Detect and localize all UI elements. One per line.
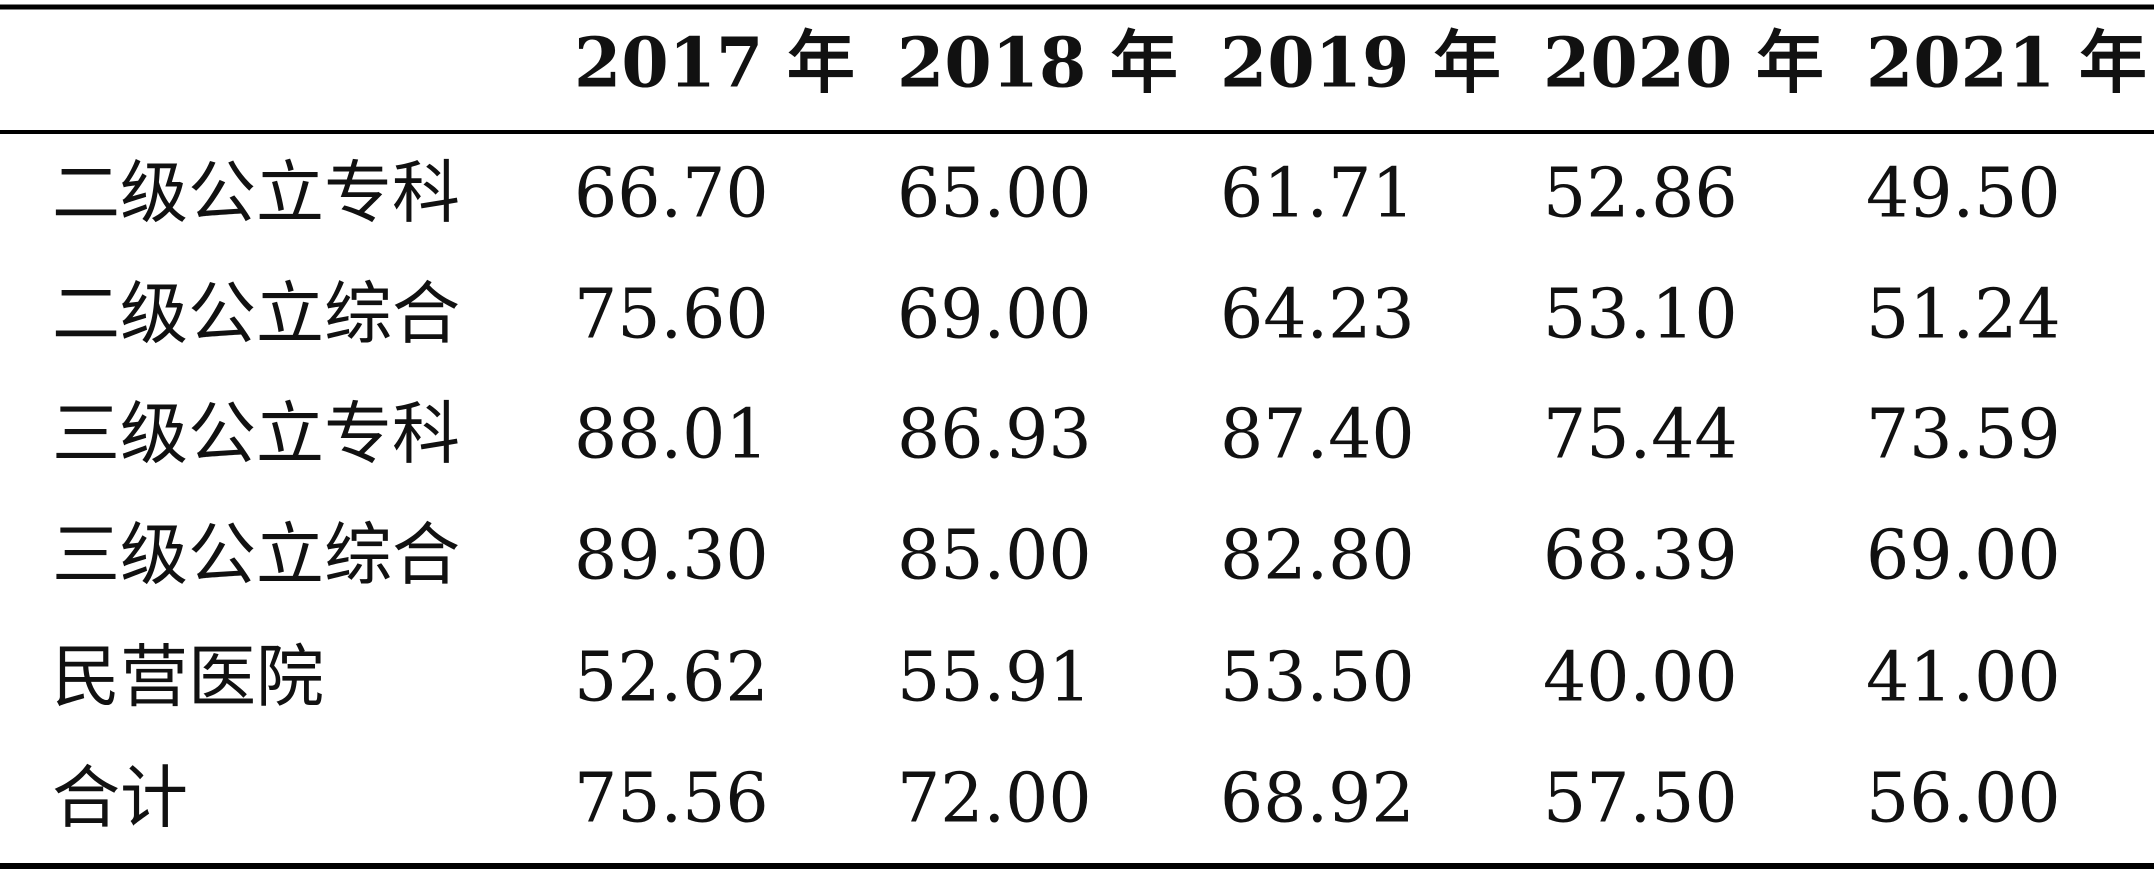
- column-header: 2017 年: [574, 24, 855, 104]
- cell-value: 52.86: [1543, 155, 1738, 234]
- cell-value: 65.00: [897, 155, 1092, 234]
- column-header: 2018 年: [897, 24, 1178, 104]
- cell-value: 72.00: [897, 760, 1092, 839]
- row-label: 二级公立综合: [52, 276, 460, 355]
- cell-value: 73.59: [1866, 396, 2061, 475]
- row-label: 三级公立专科: [52, 396, 460, 475]
- cell-value: 87.40: [1220, 396, 1415, 475]
- cell-value: 88.01: [574, 396, 769, 475]
- cell-value: 61.71: [1220, 155, 1415, 234]
- cell-value: 49.50: [1866, 155, 2061, 234]
- cell-value: 57.50: [1543, 760, 1738, 839]
- cell-value: 75.44: [1543, 396, 1738, 475]
- cell-value: 85.00: [897, 517, 1092, 596]
- row-label: 合计: [52, 760, 188, 839]
- row-label: 二级公立专科: [52, 155, 460, 234]
- cell-value: 66.70: [574, 155, 769, 234]
- cell-value: 55.91: [897, 639, 1092, 718]
- cell-value: 68.92: [1220, 760, 1415, 839]
- cell-value: 75.60: [574, 276, 769, 355]
- column-header: 2020 年: [1543, 24, 1824, 104]
- cell-value: 53.10: [1543, 276, 1738, 355]
- column-header: 2021 年: [1866, 24, 2147, 104]
- cell-value: 41.00: [1866, 639, 2061, 718]
- cell-value: 75.56: [574, 760, 769, 839]
- cell-value: 69.00: [897, 276, 1092, 355]
- cell-value: 89.30: [574, 517, 769, 596]
- cell-value: 64.23: [1220, 276, 1415, 355]
- row-label: 三级公立综合: [52, 517, 460, 596]
- cell-value: 53.50: [1220, 639, 1415, 718]
- cell-value: 68.39: [1543, 517, 1738, 596]
- cell-value: 82.80: [1220, 517, 1415, 596]
- cell-value: 56.00: [1866, 760, 2061, 839]
- row-label: 民营医院: [52, 639, 324, 718]
- cell-value: 40.00: [1543, 639, 1738, 718]
- cell-value: 51.24: [1866, 276, 2061, 355]
- cell-value: 86.93: [897, 396, 1092, 475]
- column-header: 2019 年: [1220, 24, 1501, 104]
- cell-value: 52.62: [574, 639, 769, 718]
- cell-value: 69.00: [1866, 517, 2061, 596]
